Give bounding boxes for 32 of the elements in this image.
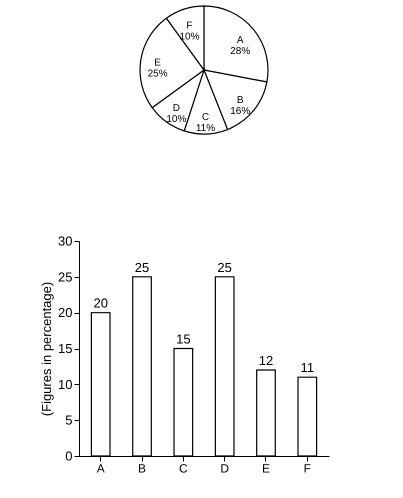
y-tick-label: 0: [65, 448, 72, 464]
y-tick-label: 15: [58, 341, 72, 356]
y-tick-label: 25: [58, 269, 72, 284]
slice-label: B: [236, 94, 244, 106]
data-label: 12: [258, 353, 274, 368]
slice-label: C: [202, 112, 210, 123]
x-tick-label: F: [304, 462, 311, 476]
x-tick-label: D: [220, 462, 230, 476]
data-label: 20: [93, 296, 108, 311]
x-tick-label: B: [138, 462, 146, 476]
slice-label: D: [172, 103, 180, 114]
data-label: 16%: [230, 106, 250, 117]
slice-label: A: [236, 35, 244, 46]
data-label: 25%: [148, 68, 168, 80]
data-label: 11: [300, 360, 314, 376]
x-tick-label: A: [96, 462, 105, 476]
x-tick-label: E: [262, 462, 270, 476]
y-tick-label: 20: [58, 305, 72, 320]
slice-label: F: [186, 20, 193, 32]
slice-label: E: [154, 58, 162, 69]
data-label: 11%: [196, 122, 216, 134]
y-tick-label: 30: [58, 234, 72, 248]
data-label: 28%: [230, 46, 250, 58]
data-label: 25: [217, 260, 232, 275]
data-label: 10%: [179, 31, 200, 42]
x-tick-label: C: [179, 462, 188, 476]
data-label: 10%: [166, 114, 186, 126]
y-tick-label: 10: [58, 376, 72, 392]
data-label: 15: [176, 332, 191, 346]
y-axis-title: (Figures in percentage): [39, 282, 54, 416]
y-tick-label: 5: [65, 412, 72, 428]
data-label: 25: [134, 260, 150, 275]
